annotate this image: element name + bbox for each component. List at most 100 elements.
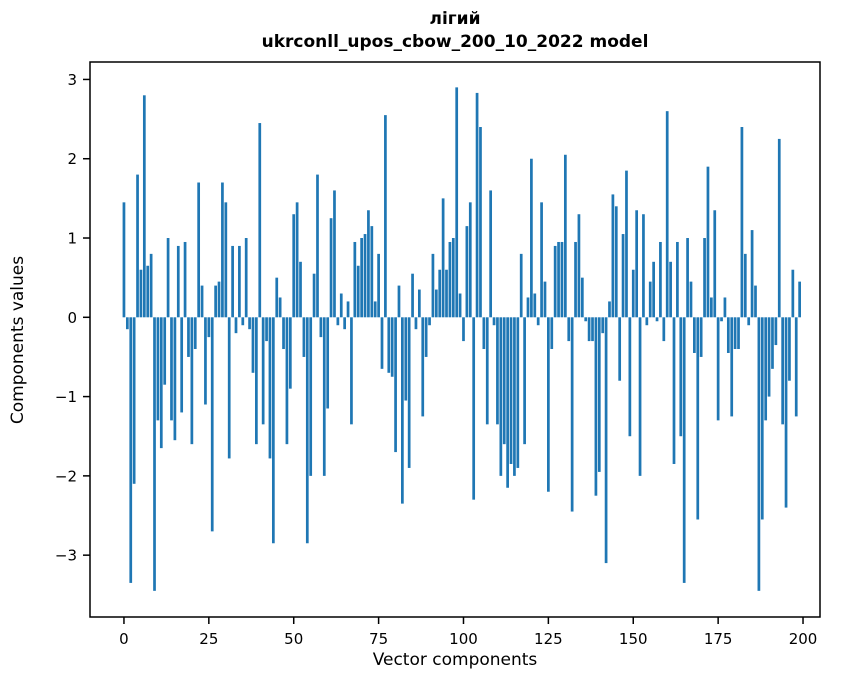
bar	[441, 198, 445, 318]
bar	[170, 317, 173, 421]
x-tick-label: 200	[789, 630, 818, 648]
bar	[234, 317, 238, 334]
bar	[754, 285, 757, 318]
bar	[221, 182, 224, 318]
bar	[299, 261, 302, 318]
bar	[506, 317, 509, 488]
y-tick-label: 2	[67, 150, 77, 168]
y-tick-label: −1	[55, 388, 77, 406]
bar	[798, 281, 801, 318]
bar	[628, 317, 632, 437]
bar	[737, 317, 740, 350]
bar	[159, 317, 163, 449]
bar	[404, 317, 408, 401]
bar	[275, 277, 279, 318]
y-tick-label: 3	[67, 71, 77, 89]
bar	[560, 241, 564, 318]
bar	[662, 317, 666, 342]
bar	[499, 317, 503, 476]
bar	[689, 281, 693, 318]
bar	[774, 317, 778, 346]
bar	[723, 297, 727, 318]
bar	[665, 111, 669, 318]
bar	[261, 317, 265, 425]
y-tick-label: −2	[55, 467, 77, 485]
bar	[227, 317, 231, 459]
x-tick-label: 100	[449, 630, 478, 648]
bar	[309, 317, 313, 476]
bar	[482, 317, 486, 350]
bar	[757, 317, 761, 591]
bar	[210, 317, 214, 532]
bar	[163, 317, 167, 385]
bar	[693, 317, 696, 353]
bar	[139, 269, 143, 318]
bar	[390, 317, 394, 377]
bar	[125, 317, 129, 330]
bar	[146, 265, 150, 318]
bar	[343, 317, 347, 330]
bar	[214, 285, 217, 318]
bar	[794, 317, 798, 417]
bar	[703, 238, 706, 318]
bar	[142, 95, 146, 318]
bar	[367, 210, 370, 318]
bar	[292, 214, 296, 318]
bar	[669, 261, 672, 318]
bar	[533, 293, 537, 318]
bar	[716, 317, 720, 421]
bar	[295, 202, 299, 318]
y-tick-label: 0	[67, 309, 77, 327]
bar	[594, 317, 598, 496]
bar	[373, 301, 377, 318]
bar	[601, 317, 605, 334]
x-tick-label: 175	[704, 630, 733, 648]
bar	[173, 317, 177, 441]
x-tick-label: 50	[284, 630, 303, 648]
bar	[122, 202, 126, 318]
bar	[428, 317, 431, 326]
bar	[706, 166, 710, 318]
bar	[339, 293, 343, 318]
bar	[625, 170, 628, 318]
bar	[360, 238, 363, 318]
bar	[255, 317, 258, 445]
bar	[618, 317, 622, 381]
bar	[462, 317, 465, 342]
bar	[570, 317, 574, 512]
bar	[458, 293, 462, 318]
bar	[747, 317, 751, 326]
plot-area-border	[89, 61, 821, 618]
bar	[445, 269, 448, 318]
bar	[743, 253, 747, 318]
bar	[781, 317, 785, 425]
bar	[193, 317, 197, 350]
bar	[475, 92, 479, 318]
bar	[329, 218, 333, 318]
bar	[540, 202, 543, 318]
bar	[282, 317, 285, 350]
bar	[767, 317, 771, 397]
bar	[377, 253, 380, 318]
bar	[431, 253, 435, 318]
bar	[791, 269, 795, 318]
bar	[740, 127, 744, 318]
bar	[305, 317, 309, 544]
bar	[336, 317, 340, 326]
bar	[513, 317, 516, 476]
bar	[248, 317, 251, 330]
bar	[417, 289, 421, 318]
bar	[567, 317, 571, 342]
bar	[563, 154, 567, 318]
bar	[764, 317, 768, 421]
bar	[547, 317, 550, 492]
bar	[519, 253, 523, 318]
bar	[699, 317, 703, 357]
bar	[200, 285, 204, 318]
bar	[356, 265, 360, 318]
axis-ticks-group	[83, 78, 804, 624]
bar	[156, 317, 160, 421]
bar	[241, 317, 245, 326]
